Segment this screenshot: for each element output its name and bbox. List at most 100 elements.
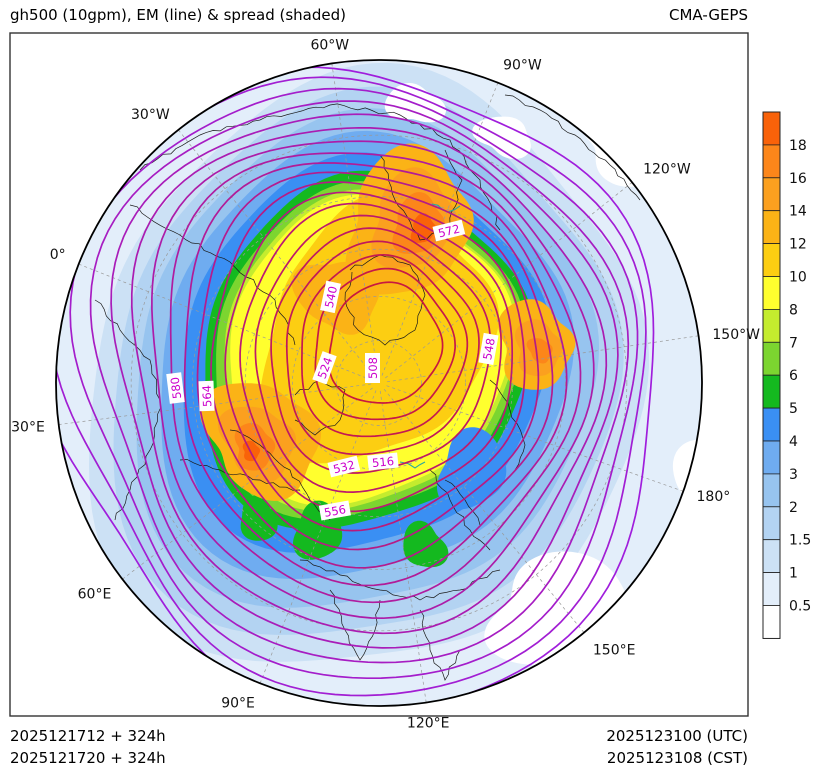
contour-line-560 (130, 126, 608, 635)
contour-label-box (365, 353, 380, 383)
footer-line-1: 2025121712 + 324h 2025123100 (UTC) (10, 727, 748, 745)
contour-label-box (318, 500, 351, 521)
contour-line-508 (328, 281, 444, 404)
chart-title: gh500 (10gpm), EM (line) & spread (shade… (10, 6, 346, 24)
contour-label-box (198, 380, 215, 412)
colorbar-tick-7: 7 (789, 335, 798, 351)
contour-label-box (478, 332, 499, 365)
colorbar-tick-1: 1 (789, 566, 798, 582)
contour-line-556 (151, 140, 595, 620)
colorbar-cell-5 (762, 440, 781, 475)
colorbar-tick-0.5: 0.5 (789, 599, 811, 615)
latitude-circle-60 (292, 296, 466, 470)
latitude-circle-75 (336, 340, 422, 426)
contour-line-536 (224, 191, 526, 532)
contour-line-524 (270, 227, 492, 474)
latitude-circle-15 (130, 134, 628, 632)
init-time-cst: 2025121720 + 324h (10, 749, 166, 767)
longitude-label-150°E: 150°E (593, 642, 636, 658)
colorbar-cell-13 (762, 177, 781, 212)
colorbar-cell-10 (762, 276, 781, 310)
contour-label-text: 556 (323, 502, 347, 520)
longitude-label-150°W: 150°W (712, 327, 760, 343)
longitude-label-90°W: 90°W (503, 58, 542, 74)
colorbar-cell-0 (762, 605, 781, 639)
contour-label-box (367, 452, 399, 471)
contour-line-520 (285, 240, 480, 456)
longitude-label-60°E: 60°E (78, 587, 112, 603)
latitude-circle-45 (244, 248, 514, 518)
colorbar-tick-2: 2 (789, 500, 798, 516)
colorbar-tick-3: 3 (789, 467, 798, 483)
contour-label-text: 508 (366, 357, 380, 379)
meridian-line (383, 388, 585, 633)
contour-label-text: 540 (322, 285, 340, 309)
title-row: gh500 (10gpm), EM (line) & spread (shade… (10, 6, 748, 24)
coastline (179, 459, 301, 491)
contour-label-box (320, 280, 341, 314)
contour-label-text: 572 (437, 222, 462, 241)
meridian-line (259, 390, 377, 684)
meridian-line (386, 385, 684, 492)
meridian-line (331, 63, 379, 376)
contour-label-box (166, 372, 185, 404)
contour-label-516: 516 (367, 452, 399, 471)
coastline (429, 469, 491, 551)
meridian-line (379, 390, 427, 703)
map-boundary-circle (55, 59, 703, 707)
meridian-line (385, 182, 633, 379)
coastline (139, 103, 501, 231)
colorbar-tick-16: 16 (789, 171, 807, 187)
colorbar: 0.5 1 1.5 2 3 4 5 6 7 8 10 12 14 16 18 (762, 111, 811, 639)
contour-line-544 (196, 171, 554, 569)
spread-core (526, 338, 553, 364)
contour-label-text: 548 (480, 337, 498, 361)
coastline (504, 94, 641, 201)
valid-time-utc: 2025123100 (UTC) (606, 727, 748, 745)
init-time-utc: 2025121712 + 324h (10, 727, 166, 745)
longitude-label-30°W: 30°W (131, 107, 170, 123)
coastline (379, 149, 463, 241)
longitude-label-0°: 0° (50, 247, 66, 263)
contour-label-572: 572 (432, 219, 466, 242)
contour-label-548: 548 (478, 332, 499, 365)
footer-line-2: 2025121720 + 324h 2025123108 (CST) (10, 749, 748, 767)
colorbar-cell-7 (762, 374, 781, 409)
colorbar-cell-15 (762, 111, 781, 146)
longitude-label-180°: 180° (697, 489, 731, 505)
contour-line-540 (210, 181, 540, 551)
contour-label-580: 580 (166, 372, 185, 404)
coastline (294, 379, 346, 436)
valid-time-cst: 2025123108 (CST) (606, 749, 748, 767)
coastline (129, 204, 296, 346)
contour-label-box (327, 455, 361, 478)
contour-label-508: 508 (365, 353, 380, 383)
colorbar-tick-4: 4 (789, 434, 798, 450)
colorbar-cell-1 (762, 572, 781, 606)
contour-label-text: 580 (168, 376, 185, 399)
colorbar-tick-8: 8 (789, 302, 798, 318)
coastline (344, 254, 426, 346)
contour-line-512 (314, 267, 456, 421)
colorbar-tick-1.5: 1.5 (789, 533, 811, 549)
contour-label-box (312, 351, 337, 385)
longitude-label-90°E: 90°E (221, 695, 255, 711)
colorbar-tick-18: 18 (789, 138, 807, 154)
meridian-line (386, 335, 699, 383)
longitude-label-60°W: 60°W (310, 38, 349, 54)
coastline (489, 379, 526, 471)
coastline (444, 479, 481, 526)
meridian-line (122, 387, 373, 580)
colorbar-tick-10: 10 (789, 270, 807, 286)
colorbar-cell-4 (762, 473, 781, 508)
longitude-label-120°W: 120°W (643, 162, 691, 178)
contour-label-text: 564 (200, 385, 215, 407)
colorbar-cell-8 (762, 341, 781, 376)
model-name: CMA-GEPS (669, 6, 748, 24)
contour-label-532: 532 (327, 455, 361, 478)
colorbar-tick-5: 5 (789, 401, 798, 417)
contour-line-528 (254, 214, 502, 493)
longitude-label-120°E: 120°E (407, 715, 450, 731)
